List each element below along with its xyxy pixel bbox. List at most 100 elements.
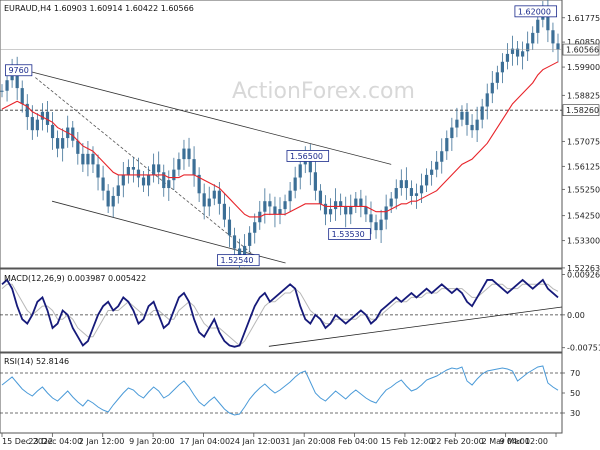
candle-body — [465, 111, 469, 125]
candle-body — [546, 11, 550, 31]
macd-line — [1, 278, 559, 348]
candle-body — [369, 214, 373, 223]
candle-body — [531, 32, 535, 44]
last-price-box — [562, 43, 600, 56]
candle-body — [71, 127, 75, 141]
candle-body — [263, 201, 267, 212]
candle-body — [485, 93, 489, 107]
candle-body — [288, 190, 292, 202]
candle-body — [384, 206, 388, 220]
candle-body — [20, 88, 24, 104]
candle-body — [106, 190, 110, 207]
rsi-tick-label: 70 — [570, 369, 580, 378]
candle-body — [328, 209, 333, 215]
candle-body — [419, 185, 424, 194]
candle-body — [445, 138, 449, 152]
candle-body — [121, 174, 125, 186]
candle-body — [61, 138, 65, 149]
x-tick-label: 2 Mar 04:00 — [482, 437, 530, 446]
candle-body — [354, 198, 358, 207]
candle-body — [268, 201, 272, 207]
rsi-tick-label: 30 — [570, 409, 580, 418]
channel-line — [51, 200, 286, 264]
candle-body — [222, 203, 226, 220]
candle-body — [172, 169, 176, 181]
annotation-label: 1.62000 — [518, 7, 551, 16]
x-tick-label: 15 Dec 2022 — [2, 437, 53, 446]
annotation-label: 1.56500 — [290, 152, 323, 161]
x-tick-label: 22 Feb 20:00 — [431, 437, 483, 446]
candle-body — [495, 72, 499, 83]
rsi-panel-frame — [0, 352, 563, 434]
candle-body — [141, 177, 146, 186]
annotation-box — [514, 5, 558, 18]
candle-body — [126, 167, 130, 175]
macd-tick-label: 0.00 — [567, 311, 585, 320]
candle-body — [440, 151, 444, 162]
annotation-box — [5, 64, 33, 77]
rsi-tick-label: 50 — [570, 389, 580, 398]
candle-body — [344, 206, 348, 215]
candle-body — [551, 30, 555, 44]
candle-body — [510, 48, 515, 54]
price-tick-label: 1.60850 — [567, 38, 600, 47]
candle-body — [308, 153, 312, 173]
candle-body — [86, 153, 90, 165]
candle-body — [414, 193, 419, 196]
level-label: 1.58260 — [566, 106, 599, 115]
price-layer: 1.52540 1.56500 1.53530 1.62000 9760 — [0, 0, 562, 270]
candle-body — [35, 119, 39, 131]
macd-layer: 0.009263 0.00 -0.007517 — [0, 270, 600, 353]
candle-body — [243, 245, 247, 257]
x-tick-label: 8 Feb 04:00 — [331, 437, 378, 446]
candle-body — [455, 119, 459, 128]
candle-body — [111, 195, 115, 207]
candle-body — [202, 193, 206, 207]
candle-body — [0, 90, 4, 92]
rsi-layer: 70 50 30 — [0, 365, 580, 418]
candle-body — [192, 159, 196, 175]
x-tick-label: 31 Jan 20:00 — [280, 437, 331, 446]
price-tick-label: 1.54250 — [567, 212, 600, 221]
candle-body — [56, 138, 60, 149]
macd-tick-label: 0.009263 — [567, 270, 600, 279]
x-tick-label: 9 Jan 20:00 — [129, 437, 175, 446]
macd-header: MACD(12,26,9) 0.003987 0.005422 — [4, 274, 146, 283]
candle-body — [430, 169, 434, 175]
candle-body — [152, 164, 156, 175]
candle-body — [505, 53, 510, 62]
candle-body — [76, 140, 80, 154]
watermark: ActionForex.com — [232, 79, 415, 104]
signal-line — [1, 283, 559, 347]
candle-body — [116, 185, 120, 196]
price-tick-label: 1.52263 — [567, 264, 600, 273]
x-tick-label: 9 Mar 12:00 — [500, 437, 548, 446]
annotation-box — [217, 254, 260, 267]
price-tick-label: 1.58825 — [567, 91, 600, 100]
candle-body — [177, 159, 181, 170]
candle-body — [323, 203, 328, 215]
annotation-label: 1.53530 — [332, 230, 365, 239]
channel-line — [26, 70, 392, 165]
x-tick-label: 24 Jan 12:00 — [230, 437, 281, 446]
candle-body — [404, 180, 408, 189]
price-tick-label: 1.56125 — [567, 162, 600, 171]
candle-body — [253, 222, 257, 233]
level-label-box — [562, 104, 600, 116]
candle-body — [435, 161, 439, 170]
x-tick-label: 15 Feb 12:00 — [381, 437, 433, 446]
price-tick-label: 1.61775 — [567, 14, 600, 23]
candle-body — [273, 206, 277, 215]
candle-body — [409, 188, 414, 196]
candle-body — [25, 103, 29, 118]
candle-body — [278, 209, 282, 215]
candle-body — [101, 177, 105, 191]
candle-body — [389, 198, 393, 207]
inner-trend-line — [35, 77, 253, 255]
candle-body — [50, 124, 55, 139]
candle-body — [162, 172, 166, 189]
candle-body — [359, 198, 363, 207]
x-tick-label: 2 Jan 12:00 — [79, 437, 125, 446]
rsi-line — [1, 365, 559, 416]
